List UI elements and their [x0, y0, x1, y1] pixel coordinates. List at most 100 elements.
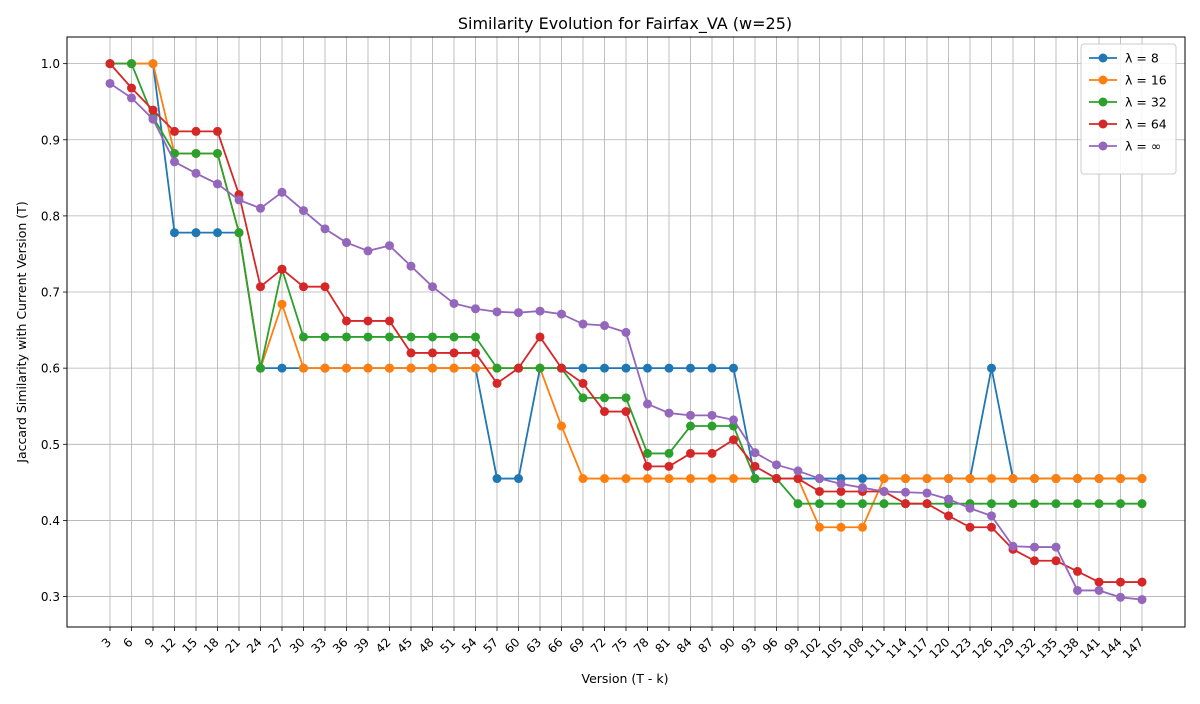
data-point	[127, 83, 136, 93]
data-point	[557, 421, 566, 431]
x-tick-label: 15	[179, 635, 200, 656]
data-point	[1008, 474, 1018, 484]
data-point	[363, 363, 373, 373]
data-point	[664, 363, 674, 373]
x-axis-label: Version (T - k)	[581, 671, 668, 686]
data-point	[127, 59, 136, 69]
data-point	[299, 363, 308, 373]
data-point	[836, 499, 846, 509]
data-point	[277, 363, 287, 373]
data-point	[385, 241, 394, 251]
data-point	[621, 407, 631, 417]
data-point	[836, 522, 846, 532]
x-tick-label: 123	[948, 635, 974, 661]
data-point	[729, 435, 738, 445]
data-point	[578, 378, 588, 388]
data-point	[385, 332, 394, 342]
data-point	[1116, 577, 1125, 587]
data-point	[858, 483, 867, 493]
data-point	[922, 474, 932, 484]
data-point	[600, 321, 609, 331]
x-tick-label: 33	[308, 635, 329, 656]
data-point	[965, 474, 975, 484]
data-point	[191, 126, 201, 136]
x-tick-label: 36	[330, 635, 351, 656]
x-tick-label: 138	[1056, 635, 1082, 661]
x-tick-label: 111	[862, 635, 888, 661]
x-tick-label: 54	[459, 635, 480, 656]
data-point	[514, 474, 523, 484]
x-tick-label: 90	[717, 635, 738, 656]
y-tick-label: 0.3	[41, 590, 60, 604]
data-point	[987, 474, 996, 484]
x-tick-label: 114	[884, 635, 910, 661]
data-point	[578, 319, 588, 329]
data-point	[1137, 577, 1147, 587]
data-point	[148, 105, 158, 115]
x-tick-label: 78	[631, 635, 652, 656]
x-tick-label: 60	[502, 635, 523, 656]
data-point	[987, 511, 996, 521]
data-point	[901, 474, 910, 484]
data-point	[772, 460, 781, 470]
data-point	[578, 393, 588, 403]
x-tick-label: 21	[222, 635, 243, 656]
data-point	[277, 187, 287, 197]
data-point	[342, 363, 351, 373]
data-point	[664, 474, 674, 484]
data-point	[729, 474, 738, 484]
data-point	[213, 148, 222, 158]
data-point	[148, 59, 158, 69]
data-point	[664, 461, 674, 471]
data-point	[105, 78, 115, 88]
data-point	[320, 282, 330, 292]
data-point	[342, 238, 351, 248]
data-point	[471, 363, 480, 373]
legend-item: λ = 16	[1089, 73, 1167, 88]
x-tick-label: 144	[1099, 635, 1125, 661]
series-group	[105, 59, 1147, 605]
data-point	[707, 363, 717, 373]
series-4	[105, 59, 1147, 587]
legend-marker	[1098, 53, 1108, 63]
data-point	[1030, 474, 1039, 484]
data-point	[277, 264, 287, 274]
x-tick-label: 63	[523, 635, 544, 656]
data-point	[600, 407, 609, 417]
data-point	[858, 522, 867, 532]
data-point	[836, 479, 846, 489]
data-point	[1051, 499, 1061, 509]
data-point	[686, 474, 695, 484]
x-tick-label: 30	[287, 635, 308, 656]
x-tick-label: 93	[738, 635, 759, 656]
data-point	[256, 203, 265, 213]
data-point	[729, 363, 738, 373]
data-point	[191, 168, 201, 178]
data-point	[1030, 556, 1039, 566]
data-point	[1094, 474, 1104, 484]
data-point	[234, 195, 244, 205]
data-point	[643, 474, 652, 484]
data-point	[1030, 542, 1039, 552]
legend-label: λ = ∞	[1125, 139, 1161, 154]
data-point	[729, 415, 738, 425]
data-point	[1051, 556, 1061, 566]
data-point	[858, 499, 867, 509]
data-point	[299, 282, 308, 292]
data-point	[363, 246, 373, 256]
data-point	[385, 363, 394, 373]
data-point	[277, 299, 287, 309]
data-point	[922, 488, 932, 498]
data-point	[320, 332, 330, 342]
legend-item: λ = 32	[1089, 95, 1167, 110]
x-tick-label: 147	[1120, 635, 1146, 661]
legend-marker	[1098, 141, 1108, 151]
x-tick-label: 141	[1077, 635, 1103, 661]
data-point	[1094, 577, 1104, 587]
x-tick-label: 87	[695, 635, 716, 656]
x-tick-label: 132	[1013, 635, 1039, 661]
data-point	[944, 494, 953, 504]
legend-item: λ = 8	[1089, 51, 1159, 66]
data-point	[213, 126, 222, 136]
data-point	[320, 363, 330, 373]
